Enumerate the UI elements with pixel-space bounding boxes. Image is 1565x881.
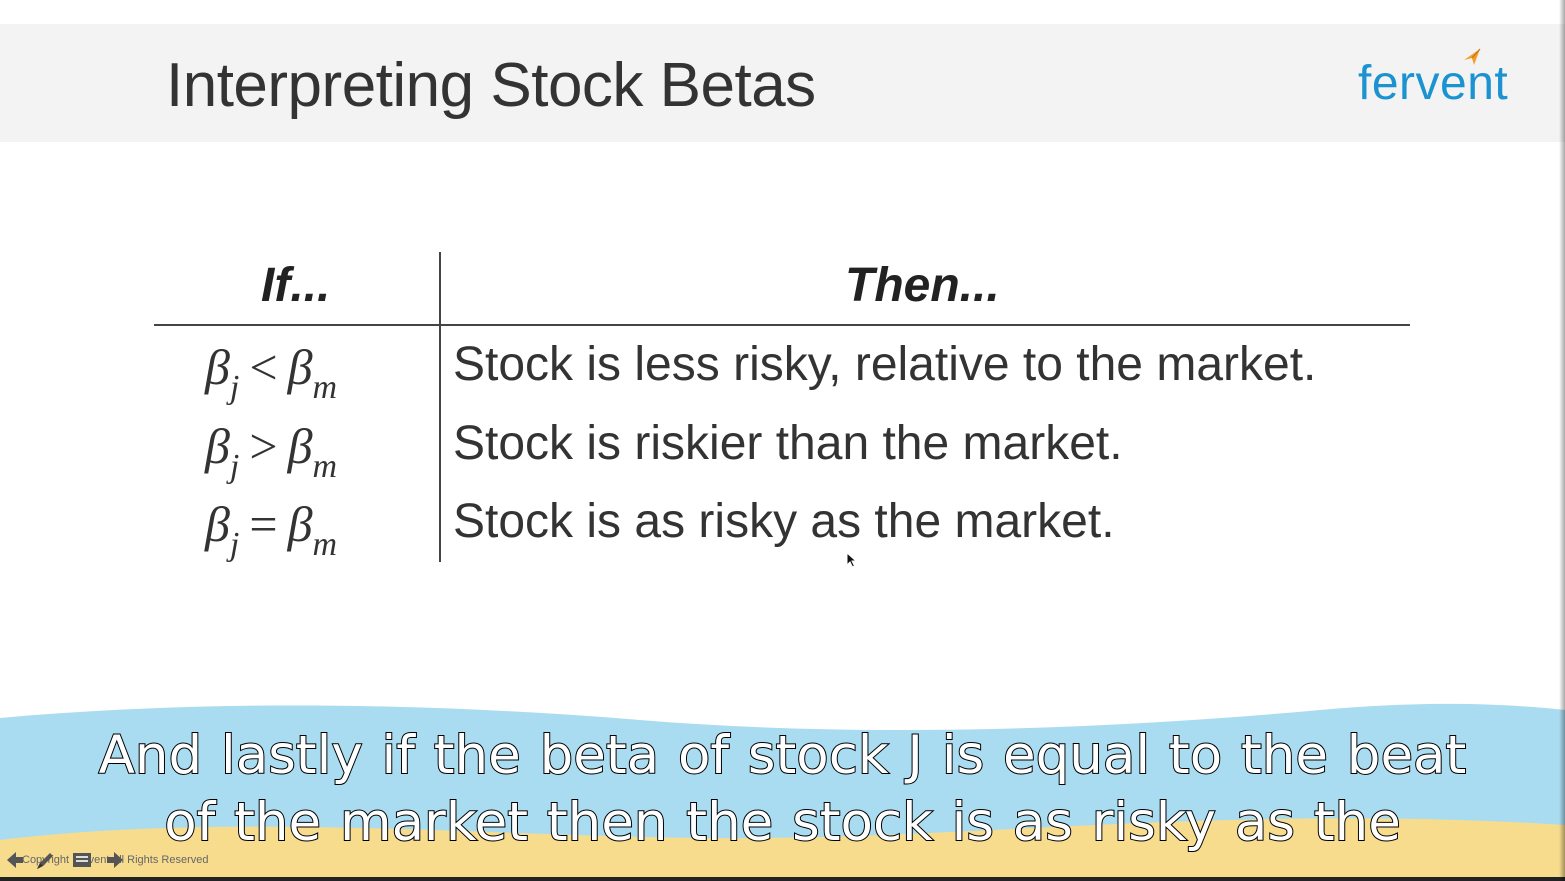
condition-greater: βj > βm: [205, 418, 338, 485]
mouse-cursor-icon: [846, 552, 858, 568]
title-band: [0, 24, 1565, 142]
right-edge-shadow: [1559, 0, 1565, 881]
previous-arrow-icon[interactable]: [6, 850, 24, 870]
pen-icon[interactable]: [34, 850, 56, 872]
slide-title: Interpreting Stock Betas: [166, 51, 816, 120]
result-equal: Stock is as risky as the market.: [453, 495, 1115, 548]
wave-decoration: [0, 703, 1565, 881]
header-if: If...: [261, 259, 331, 312]
condition-equal: βj = βm: [205, 496, 338, 563]
result-greater: Stock is riskier than the market.: [453, 417, 1123, 470]
column-divider: [439, 252, 441, 562]
paper-plane-icon: [1464, 48, 1481, 65]
condition-less: βj < βm: [205, 339, 338, 406]
next-arrow-icon[interactable]: [106, 850, 124, 870]
slide-controls: [6, 850, 236, 872]
result-less: Stock is less risky, relative to the mar…: [453, 338, 1317, 391]
menu-icon[interactable]: [72, 850, 92, 870]
subtitle-caption: And lastly if the beta of stock J is equ…: [0, 722, 1565, 856]
caption-line-2: of the market then the stock is as risky…: [163, 791, 1402, 854]
header-then: Then...: [845, 259, 1000, 312]
caption-line-1: And lastly if the beta of stock J is equ…: [98, 724, 1468, 787]
top-strip: [0, 0, 1565, 24]
bottom-border: [0, 877, 1565, 881]
header-divider: [154, 324, 1410, 326]
logo-text: fervent: [1358, 57, 1509, 110]
fervent-logo: fervent: [1358, 48, 1543, 112]
